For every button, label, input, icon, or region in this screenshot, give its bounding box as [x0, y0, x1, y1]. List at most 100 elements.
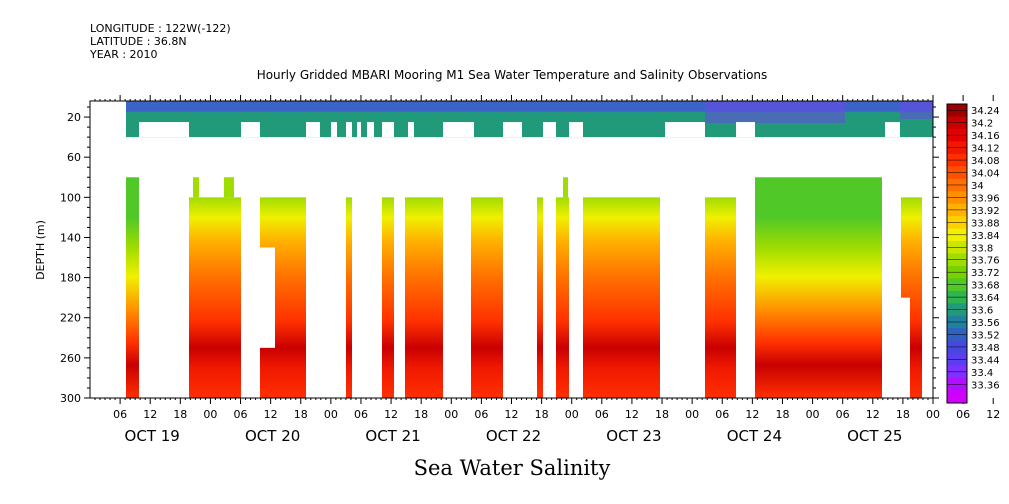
salinity-column: [224, 177, 234, 198]
colorbar-swatch: [947, 365, 967, 379]
colorbar-label: 33.68: [971, 281, 1000, 292]
x-hour-label: 00: [444, 408, 458, 421]
x-hour-label: 12: [745, 408, 759, 421]
x-day-label: OCT 23: [606, 427, 661, 445]
deep-layer: [126, 177, 922, 398]
data-gap: [357, 122, 361, 138]
colorbar-label: 33.56: [971, 318, 1000, 329]
colorbar-label: 33.88: [971, 218, 1000, 229]
low-salinity-patch: [705, 101, 845, 123]
colorbar-label: 33.8: [971, 243, 993, 254]
x-hour-label: 18: [655, 408, 669, 421]
x-hour-label: 06: [474, 408, 488, 421]
data-gap: [543, 122, 556, 138]
x-hour-label: 06: [595, 408, 609, 421]
x-hour-label: 00: [926, 408, 940, 421]
data-gap: [139, 122, 189, 138]
x-hour-label: 18: [896, 408, 910, 421]
x-day-label: OCT 19: [125, 427, 180, 445]
salinity-column: [189, 197, 241, 398]
x-hour-label: 12: [866, 408, 880, 421]
x-hour-label: 18: [775, 408, 789, 421]
x-day-label: OCT 25: [847, 427, 902, 445]
colorbar-label: 34.12: [971, 144, 1000, 155]
colorbar-swatch: [947, 241, 967, 254]
x-hour-label: 12: [264, 408, 278, 421]
colorbar-label: 33.36: [971, 380, 1000, 391]
colorbar-swatch: [947, 328, 967, 342]
longitude-label: LONGITUDE : 122W(-122): [90, 22, 231, 35]
x-day-label: OCT 22: [486, 427, 541, 445]
latitude-label: LATITUDE : 36.8N: [90, 35, 187, 48]
colorbar-swatch: [947, 128, 967, 142]
salinity-column: [382, 197, 394, 398]
y-tick-label: 60: [67, 151, 81, 164]
data-gap: [503, 122, 522, 138]
low-salinity-patch: [900, 101, 933, 119]
data-gap: [331, 122, 337, 138]
colorbar-swatch: [947, 253, 967, 267]
data-gap: [382, 122, 394, 138]
salinity-column: [346, 197, 352, 398]
data-gap: [901, 297, 910, 398]
colorbar-label: 33.48: [971, 343, 1000, 354]
x-hour-label: 18: [535, 408, 549, 421]
colorbar-swatch: [947, 290, 967, 304]
colorbar-label: 33.4: [971, 368, 993, 379]
data-gap: [241, 122, 260, 138]
salinity-column: [563, 177, 568, 198]
y-axis-label: DEPTH (m): [34, 220, 47, 280]
colorbar-label: 34.2: [971, 119, 993, 130]
salinity-column: [705, 197, 736, 398]
salinity-column: [405, 197, 443, 398]
colorbar-label: 33.72: [971, 268, 1000, 279]
x-day-label: OCT 20: [245, 427, 300, 445]
colorbar-swatch: [947, 166, 967, 180]
data-gap: [408, 122, 414, 138]
colorbar-label: 34.24: [971, 106, 1000, 117]
salinity-column: [583, 197, 660, 398]
data-gap: [367, 122, 374, 138]
data-gap: [260, 247, 275, 348]
colorbar-label: 33.96: [971, 193, 1000, 204]
x-hour-label: 06: [956, 408, 970, 421]
x-hour-label: 06: [234, 408, 248, 421]
colorbar-label: 33.64: [971, 293, 1000, 304]
y-tick-label: 220: [60, 312, 81, 325]
salinity-column: [556, 197, 569, 398]
x-hour-label: 12: [986, 408, 1000, 421]
x-day-label: OCT 21: [365, 427, 420, 445]
colorbar-label: 33.76: [971, 256, 1000, 267]
metadata-block: LONGITUDE : 122W(-122) LATITUDE : 36.8N …: [90, 22, 231, 61]
x-hour-label: 12: [505, 408, 519, 421]
x-hour-label: 06: [715, 408, 729, 421]
colorbar-label: 34.16: [971, 131, 1000, 142]
x-hour-label: 12: [625, 408, 639, 421]
x-hour-label: 00: [203, 408, 217, 421]
x-hour-label: 06: [836, 408, 850, 421]
x-hour-label: 00: [685, 408, 699, 421]
colorbar-swatch: [947, 203, 967, 217]
salinity-column: [471, 197, 503, 398]
colorbar-label: 34.08: [971, 156, 1000, 167]
data-gap: [569, 122, 583, 138]
y-tick-label: 140: [60, 231, 81, 244]
axes: 20 60 100 140 180 220 260 300 DEPTH (m) 06 12 18 00 0…: [34, 95, 1000, 480]
x-hour-label: 18: [173, 408, 187, 421]
colorbar-frame: [946, 103, 968, 404]
colorbar-label: 33.6: [971, 306, 993, 317]
data-gap: [346, 122, 352, 138]
data-gap: [736, 122, 755, 138]
salinity-column: [537, 197, 543, 398]
x-hour-label: 18: [414, 408, 428, 421]
colorbar-label: 34.04: [971, 169, 1000, 180]
year-label: YEAR : 2010: [90, 48, 158, 61]
colorbar-swatch: [947, 104, 967, 117]
x-day-label: OCT 24: [727, 427, 782, 445]
colorbar-swatch: [947, 390, 967, 404]
data-gap: [443, 122, 474, 138]
colorbar-label: 33.84: [971, 231, 1000, 242]
x-hour-label: 06: [113, 408, 127, 421]
x-hour-label: 00: [324, 408, 338, 421]
